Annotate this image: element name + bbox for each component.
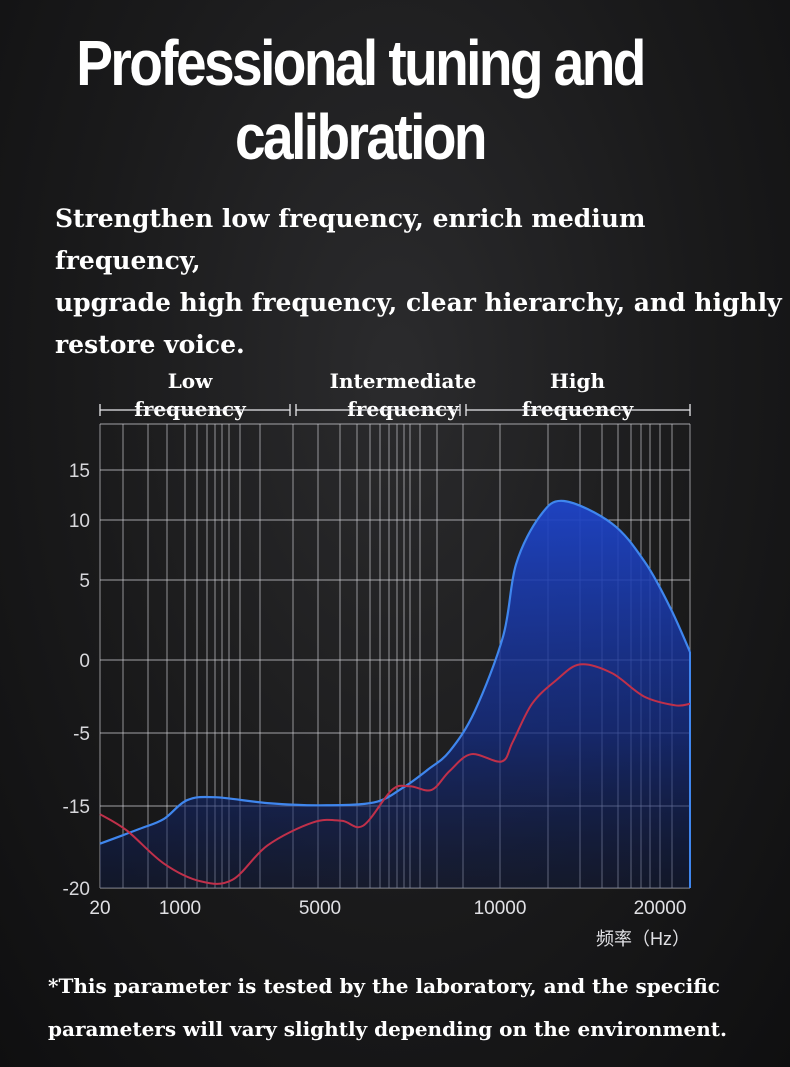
band-label: Low frequency: [134, 369, 246, 421]
x-tick-label: 1000: [159, 898, 201, 919]
series-line-red: [99, 663, 691, 885]
band-label: Intermediate frequency: [329, 369, 477, 421]
x-tick-label: 5000: [299, 898, 341, 919]
x-tick-label: 10000: [474, 898, 527, 919]
y-tick-label: -20: [63, 879, 90, 900]
series-line-blue: [99, 499, 692, 845]
y-tick-label: 5: [79, 571, 90, 592]
page-subtitle: Strengthen low frequency, enrich medium …: [55, 204, 782, 359]
y-tick-label: 0: [79, 651, 90, 672]
x-tick-label: 20: [89, 898, 110, 919]
y-tick-label: 10: [69, 511, 90, 532]
y-tick-label: -5: [73, 724, 90, 745]
chart-area-layer: [100, 500, 691, 888]
chart-band-brackets: [99, 404, 691, 416]
chart-line-layer: [99, 499, 692, 885]
y-tick-label: -15: [63, 797, 90, 818]
x-axis-title: 频率（Hz）: [596, 929, 690, 949]
page-title-line2: calibration: [235, 101, 488, 173]
footnote: *This parameter is tested by the laborat…: [48, 974, 727, 1041]
band-label: High frequency: [521, 369, 634, 421]
page-title-line1: Professional tuning and: [76, 27, 646, 99]
x-tick-label: 20000: [634, 898, 687, 919]
y-tick-label: 15: [69, 461, 90, 482]
series-area-fill: [100, 500, 690, 888]
